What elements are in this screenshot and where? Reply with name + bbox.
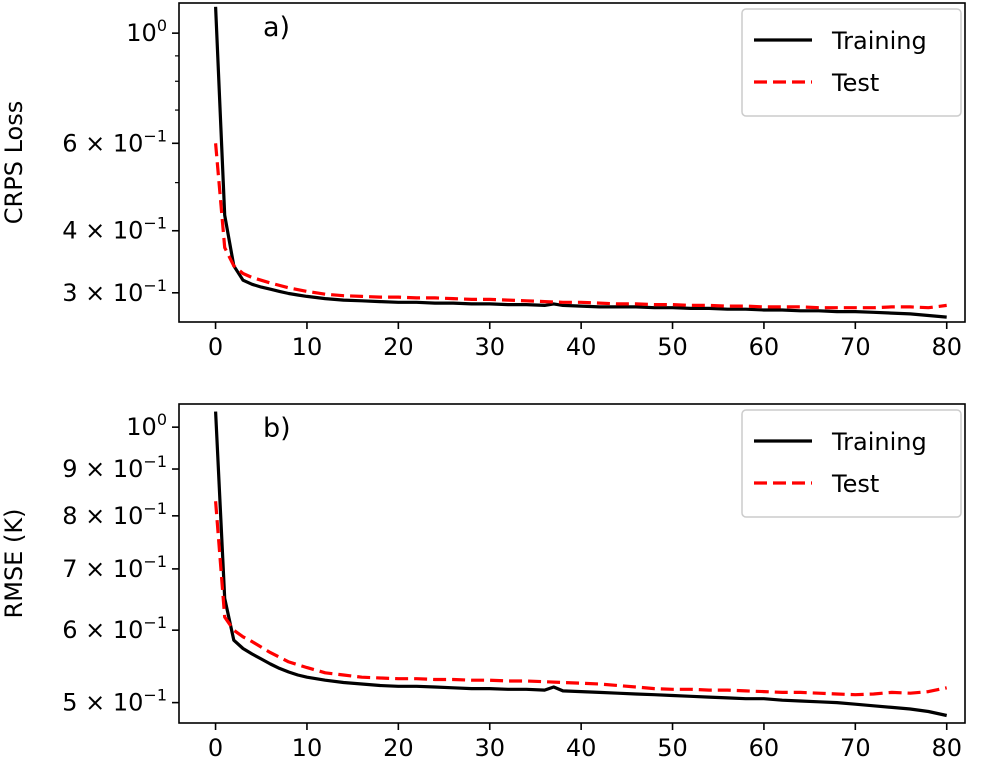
y-axis-label: RMSE (K) — [0, 509, 28, 619]
legend-training-label: Training — [831, 27, 927, 55]
legend: Training Test — [741, 409, 962, 518]
y-tick-label: 6 × 10−1 — [62, 613, 167, 644]
x-tick-label: 80 — [931, 734, 962, 762]
legend: Training Test — [741, 8, 962, 117]
x-tick-label: 20 — [383, 333, 414, 361]
x-tick-label: 40 — [566, 734, 597, 762]
y-tick-label: 5 × 10−1 — [62, 686, 167, 717]
legend-box — [741, 409, 962, 518]
series-training-line — [214, 6, 947, 319]
y-tick-label: 3 × 10−1 — [62, 276, 167, 307]
plot-frame — [178, 2, 966, 323]
y-tick-label: 7 × 10−1 — [62, 552, 167, 583]
x-tick-label: 50 — [657, 734, 688, 762]
y-tick-label: 9 × 10−1 — [62, 452, 167, 483]
legend-box — [741, 8, 962, 117]
x-tick-label: 60 — [749, 734, 780, 762]
panel-label: a) — [263, 12, 290, 43]
x-tick-label: 10 — [292, 734, 323, 762]
y-tick-label: 6 × 10−1 — [62, 126, 167, 157]
x-tick-label: 60 — [749, 333, 780, 361]
chart-panel-b: 0 10 20 30 40 50 60 70 80 100 9 × 10−1 8 × 10−1 7 × … — [0, 403, 966, 762]
x-tick-label: 30 — [474, 734, 505, 762]
x-tick-label: 30 — [474, 333, 505, 361]
x-tick-label: 10 — [292, 333, 323, 361]
legend-training-label: Training — [831, 428, 927, 456]
y-axis-label: CRPS Loss — [0, 101, 28, 224]
x-tick-label: 70 — [840, 734, 871, 762]
x-tick-label: 40 — [566, 333, 597, 361]
plot-frame — [178, 403, 966, 724]
y-tick-label: 100 — [126, 410, 167, 441]
series-test-line — [214, 143, 947, 310]
x-tick-label: 20 — [383, 734, 414, 762]
legend-test-label: Test — [831, 69, 879, 97]
x-tick-label: 70 — [840, 333, 871, 361]
series-test-line — [214, 501, 948, 697]
x-tick-label: 0 — [208, 333, 223, 361]
legend-test-label: Test — [831, 470, 879, 498]
x-tick-label: 80 — [931, 333, 962, 361]
chart-panel-a: 0 10 20 30 40 50 60 70 80 100 6 × 10−1 4 × 10−1 3 × … — [0, 2, 966, 361]
series-training-line — [214, 411, 948, 718]
panel-label: b) — [263, 413, 291, 444]
y-tick-label: 100 — [126, 16, 167, 47]
x-tick-label: 50 — [657, 333, 688, 361]
y-tick-label: 4 × 10−1 — [62, 214, 167, 245]
x-tick-label: 0 — [208, 734, 223, 762]
y-tick-label: 8 × 10−1 — [62, 499, 167, 530]
